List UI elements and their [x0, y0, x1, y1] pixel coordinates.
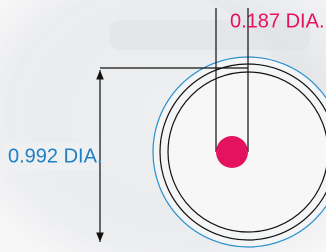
page: {"small_diameter": {"label": "0.187 DIA.… — [0, 0, 326, 252]
large-diameter-label: 0.992 DIA. — [8, 145, 103, 167]
small-diameter-label: 0.187 DIA. — [230, 10, 325, 32]
pin-dot — [216, 136, 248, 168]
drawing: 0.992 DIA. 0.187 DIA. — [0, 0, 326, 252]
